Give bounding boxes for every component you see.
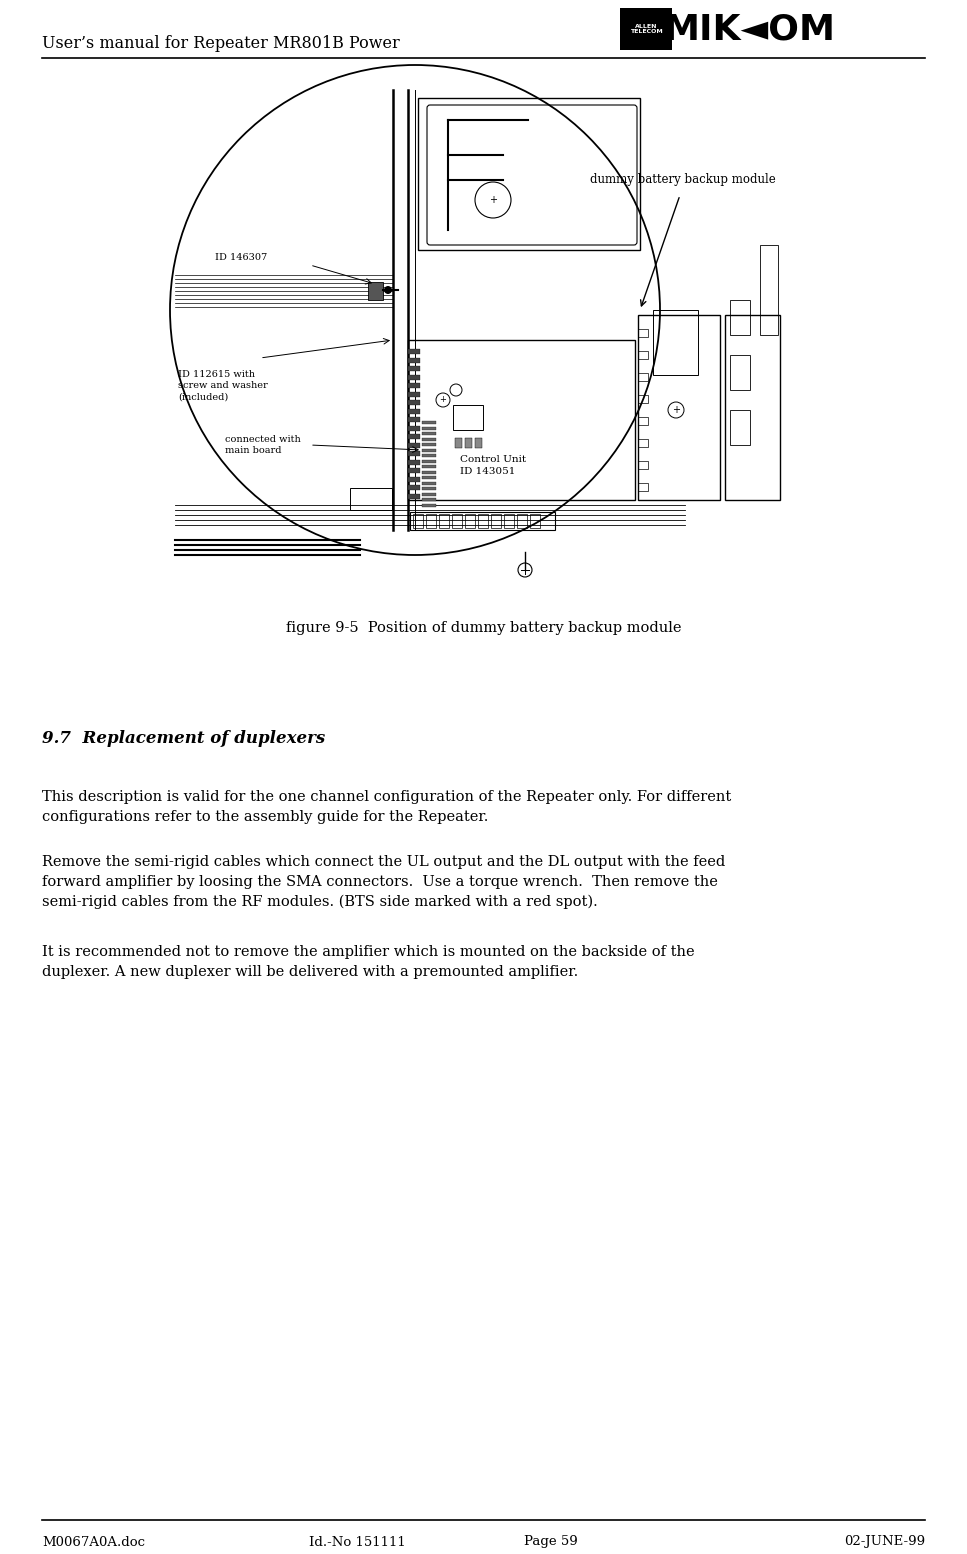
Text: 02-JUNE-99: 02-JUNE-99 [844, 1535, 925, 1548]
Bar [725, 315, 780, 500]
Bar [422, 454, 436, 457]
Bar [408, 350, 420, 354]
Bar [413, 514, 423, 528]
Bar [730, 354, 750, 390]
Bar [517, 514, 527, 528]
Text: MIK◄OM: MIK◄OM [664, 12, 836, 47]
Text: User’s manual for Repeater MR801B Power: User’s manual for Repeater MR801B Power [42, 36, 399, 53]
Bar [422, 503, 436, 507]
Bar [653, 309, 698, 375]
Circle shape [384, 286, 392, 294]
Text: 9.7  Replacement of duplexers: 9.7 Replacement of duplexers [42, 730, 325, 747]
Bar [422, 438, 436, 440]
Text: Remove the semi-rigid cables which connect the UL output and the DL output with : Remove the semi-rigid cables which conne… [42, 855, 725, 869]
Bar [422, 493, 436, 496]
Bar [408, 460, 420, 465]
Bar [620, 8, 672, 50]
Bar [408, 485, 420, 490]
Bar [368, 281, 383, 300]
Bar [422, 482, 436, 485]
Bar [410, 511, 555, 530]
Text: +: + [672, 406, 680, 415]
Bar [422, 449, 436, 452]
Bar [453, 406, 483, 430]
Bar [730, 410, 750, 444]
Text: dummy battery backup module: dummy battery backup module [590, 174, 776, 186]
Text: forward amplifier by loosing the SMA connectors.  Use a torque wrench.  Then rem: forward amplifier by loosing the SMA con… [42, 875, 718, 889]
Bar [638, 329, 648, 337]
Bar [422, 476, 436, 479]
Text: It is recommended not to remove the amplifier which is mounted on the backside o: It is recommended not to remove the ampl… [42, 945, 694, 959]
Text: semi-rigid cables from the RF modules. (BTS side marked with a red spot).: semi-rigid cables from the RF modules. (… [42, 895, 598, 909]
Bar [638, 373, 648, 381]
Bar [426, 514, 436, 528]
Text: Page 59: Page 59 [524, 1535, 578, 1548]
Bar [408, 392, 420, 396]
Bar [408, 468, 420, 472]
Bar [730, 300, 750, 336]
Bar [408, 494, 420, 499]
Text: Id.-No 151111: Id.-No 151111 [309, 1535, 406, 1548]
Bar [408, 434, 420, 438]
Bar [455, 438, 462, 448]
Text: configurations refer to the assembly guide for the Repeater.: configurations refer to the assembly gui… [42, 810, 488, 824]
Text: figure 9-5  Position of dummy battery backup module: figure 9-5 Position of dummy battery bac… [286, 622, 681, 636]
Bar [638, 416, 648, 424]
Text: connected with
main board: connected with main board [225, 435, 301, 455]
Bar [638, 462, 648, 469]
Text: M0067A0A.doc: M0067A0A.doc [42, 1535, 145, 1548]
Bar [408, 382, 420, 388]
Bar [422, 426, 436, 429]
Bar [638, 315, 720, 500]
Text: duplexer. A new duplexer will be delivered with a premounted amplifier.: duplexer. A new duplexer will be deliver… [42, 965, 578, 979]
Bar [422, 471, 436, 474]
Bar [408, 416, 420, 423]
Bar [408, 477, 420, 482]
Bar [422, 486, 436, 490]
Bar [638, 351, 648, 359]
Bar [478, 514, 488, 528]
Bar [418, 98, 640, 250]
Bar [465, 514, 475, 528]
Bar [408, 409, 420, 413]
Bar [504, 514, 514, 528]
Bar [439, 514, 449, 528]
Bar [408, 443, 420, 448]
Bar [408, 426, 420, 430]
Circle shape [170, 65, 660, 555]
Text: ID 146307: ID 146307 [215, 253, 267, 263]
Bar [491, 514, 501, 528]
Bar [422, 465, 436, 468]
Bar [422, 497, 436, 500]
Bar [530, 514, 540, 528]
Text: ALLEN
TELECOM: ALLEN TELECOM [630, 23, 662, 34]
Text: Control Unit
ID 143051: Control Unit ID 143051 [460, 455, 526, 476]
Bar [475, 438, 482, 448]
Bar [422, 432, 436, 435]
Bar [350, 488, 392, 510]
Bar [408, 399, 420, 406]
Text: +: + [489, 194, 497, 205]
Bar [638, 438, 648, 448]
Bar [408, 375, 420, 379]
Bar [408, 357, 420, 362]
Bar [452, 514, 462, 528]
Bar [638, 483, 648, 491]
Bar [408, 340, 635, 500]
Bar [422, 443, 436, 446]
Bar [760, 246, 778, 336]
Bar [638, 395, 648, 402]
Bar [408, 367, 420, 371]
Text: This description is valid for the one channel configuration of the Repeater only: This description is valid for the one ch… [42, 789, 731, 803]
Text: +: + [440, 396, 447, 404]
Bar [465, 438, 472, 448]
Text: ID 112615 with
screw and washer
(included): ID 112615 with screw and washer (include… [178, 370, 268, 401]
Bar [422, 460, 436, 463]
Bar [408, 451, 420, 455]
Bar [422, 421, 436, 424]
